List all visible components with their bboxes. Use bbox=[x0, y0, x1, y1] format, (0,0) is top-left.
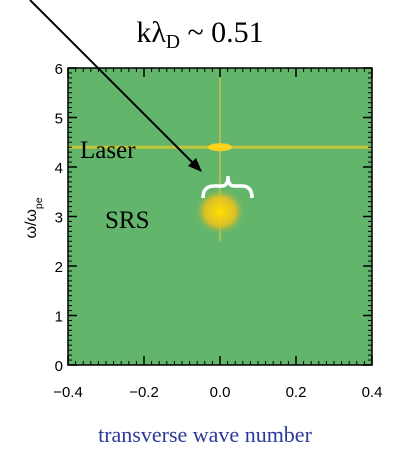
text-part: ω/ω bbox=[23, 209, 40, 238]
x-tick-label: 0.2 bbox=[286, 384, 307, 401]
x-tick-label: −0.4 bbox=[53, 384, 83, 401]
y-tick-label: 4 bbox=[55, 160, 63, 177]
y-axis-label: ω/ωpe bbox=[23, 197, 45, 238]
x-tick-label: 0.4 bbox=[362, 384, 383, 401]
y-tick-label: 1 bbox=[55, 309, 63, 326]
text-part: ~ 0.51 bbox=[180, 16, 264, 49]
chart-title: kλD ~ 0.51 bbox=[136, 16, 263, 53]
y-tick-label: 6 bbox=[55, 61, 63, 78]
bracket bbox=[201, 175, 254, 199]
annotation: SRS bbox=[105, 207, 149, 234]
text-part: kλ bbox=[136, 16, 166, 49]
srs-blob bbox=[194, 187, 246, 236]
y-tick-label: 5 bbox=[55, 111, 63, 128]
arrow bbox=[29, 0, 197, 167]
laser-peak bbox=[208, 143, 232, 152]
subscript: pe bbox=[34, 197, 45, 209]
x-tick-label: −0.2 bbox=[129, 384, 159, 401]
x-tick-label: 0.0 bbox=[210, 384, 231, 401]
y-tick-label: 3 bbox=[55, 210, 63, 227]
annotation: Laser bbox=[80, 137, 136, 164]
y-tick-label: 2 bbox=[55, 259, 63, 276]
subscript: D bbox=[166, 32, 180, 53]
arrowhead bbox=[188, 158, 202, 172]
x-axis-label: transverse wave number bbox=[98, 422, 312, 447]
y-tick-label: 0 bbox=[55, 358, 63, 375]
